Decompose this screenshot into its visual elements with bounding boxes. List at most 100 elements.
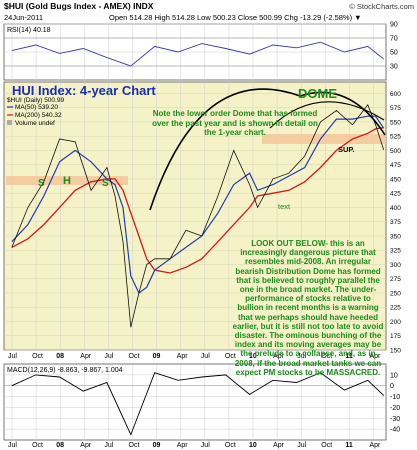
macd-line <box>11 372 385 436</box>
right-shoulder-label: S <box>102 178 109 189</box>
price-tick-label: 500 <box>390 148 401 155</box>
dome-label: DOME <box>298 86 337 101</box>
price-tick-label: 425 <box>390 191 401 198</box>
sup-label: SUP. <box>338 145 355 154</box>
ma200-line <box>11 126 384 274</box>
hui-price-line <box>11 103 385 328</box>
chart-quote: Open 514.28 High 514.28 Low 500.23 Close… <box>109 13 362 22</box>
text-label: text <box>278 202 291 211</box>
price-tick-label: 325 <box>390 248 401 255</box>
macd-x-tick-label: Jul <box>104 442 113 449</box>
neckline-band <box>6 176 128 185</box>
rsi-tick-labels: 30 50 70 90 <box>390 22 398 71</box>
macd-x-tick-label: 08 <box>56 442 64 449</box>
price-tick-label: 475 <box>390 162 401 169</box>
chart-symbol: $HUI (Gold Bugs Index - AMEX) INDX <box>4 1 154 11</box>
macd-x-tick-label: Apr <box>177 442 189 449</box>
price-tick-label: 400 <box>390 205 401 212</box>
macd-x-tick-label: 09 <box>153 442 161 449</box>
rsi-tick-label: 90 <box>390 22 398 29</box>
price-tick-label: 525 <box>390 134 401 141</box>
macd-x-tick-label: Jul <box>297 442 306 449</box>
chart-source: © StockCharts.com <box>349 2 414 11</box>
price-tick-label: 250 <box>390 290 401 297</box>
macd-gridlines <box>4 364 386 440</box>
rsi-line <box>11 41 384 67</box>
price-tick-label: 600 <box>390 91 401 98</box>
macd-tick-label: -20 <box>390 405 400 412</box>
price-x-tick-label: Apr <box>273 353 285 360</box>
price-x-tick-label: Apr <box>80 353 92 360</box>
chart-date: 24Jun-2011 <box>4 13 43 22</box>
note-annotation: Note the lower order Dome that has forme… <box>152 109 318 137</box>
minor-dome-arc <box>269 101 385 129</box>
price-tick-labels: 150 175 200 225 250 275 300 325 350 375 400 425 450 4… <box>390 91 401 355</box>
price-x-tick-label: Oct <box>225 353 236 360</box>
rsi-tick-label: 30 <box>390 64 398 71</box>
macd-x-tick-label: 10 <box>249 442 257 449</box>
price-tick-label: 225 <box>390 305 401 312</box>
price-tick-label: 175 <box>390 333 401 340</box>
price-x-tick-label: 11 <box>345 353 353 360</box>
price-x-tick-label: Jul <box>297 353 306 360</box>
price-legend-ma50: MA(50) 539.20 <box>15 104 58 111</box>
major-dome-arc <box>149 88 386 211</box>
macd-x-tick-label: Jul <box>201 442 210 449</box>
price-x-tick-label: Jul <box>8 353 17 360</box>
price-tick-label: 550 <box>390 119 401 126</box>
price-panel <box>3 81 387 351</box>
price-tick-label: 150 <box>390 348 401 355</box>
price-x-tick-label: 09 <box>153 353 161 360</box>
macd-tick-label: 10 <box>390 372 398 379</box>
ma50-line <box>11 115 385 294</box>
rsi-tick-label: 70 <box>390 36 398 43</box>
macd-x-tick-label: Oct <box>32 442 43 449</box>
left-shoulder-label: S <box>38 178 45 189</box>
macd-x-tick-label: Jul <box>8 442 17 449</box>
price-legend-volume: Volume undef <box>15 120 55 127</box>
macd-x-tick-label: Apr <box>80 442 92 449</box>
support-band <box>262 134 386 144</box>
price-tick-label: 450 <box>390 176 401 183</box>
rsi-tick-label: 50 <box>390 50 398 57</box>
head-label: H <box>63 175 71 187</box>
chart-title: HUI Index: 4-year Chart <box>12 83 156 98</box>
price-legend-ma200: MA(200) 540.32 <box>15 112 62 119</box>
price-x-tick-label: Apr <box>177 353 189 360</box>
macd-x-tick-label: Apr <box>273 442 285 449</box>
price-tick-label: 275 <box>390 276 401 283</box>
macd-tick-label: -30 <box>390 416 400 423</box>
macd-tick-label: 0 <box>390 383 394 390</box>
legend-volume-swatch <box>7 120 12 125</box>
price-x-tick-label: Apr <box>370 353 382 360</box>
price-x-tick-label: 08 <box>56 353 64 360</box>
price-tick-label: 300 <box>390 262 401 269</box>
macd-x-tick-label: Oct <box>321 442 332 449</box>
price-tick-label: 200 <box>390 319 401 326</box>
price-x-tick-label: 10 <box>249 353 257 360</box>
price-x-tick-label: Jul <box>104 353 113 360</box>
macd-x-tick-label: Oct <box>225 442 236 449</box>
rsi-legend: RSI(14) 40.18 <box>7 27 51 34</box>
price-tick-label: 575 <box>390 105 401 112</box>
look-out-annotation: LOOK OUT BELOW- this is an increasingly … <box>232 239 384 377</box>
macd-x-tick-label: 11 <box>345 442 353 449</box>
macd-x-tick-label: Oct <box>129 442 140 449</box>
price-x-tick-label: Jul <box>201 353 210 360</box>
macd-legend: MACD(12,26,9) -8.863, -9.867, 1.004 <box>7 367 123 374</box>
price-tick-label: 350 <box>390 233 401 240</box>
price-x-tick-label: Oct <box>32 353 43 360</box>
macd-tick-label: -40 <box>390 427 400 434</box>
macd-panel <box>3 363 387 441</box>
macd-x-tick-label: Apr <box>370 442 382 449</box>
macd-tick-labels: 10 0 -10 -20 -30 -40 <box>390 372 400 433</box>
price-legend-hui: $HUI (Daily) 500.99 <box>7 97 64 104</box>
price-gridlines <box>4 82 386 351</box>
price-x-tick-label: Oct <box>321 353 332 360</box>
x-axis-labels: Jul Jul Oct Oct 08 08 Apr Apr Jul Jul Oct Oct 09 09 Ap… <box>8 353 381 449</box>
price-x-tick-label: Oct <box>129 353 140 360</box>
price-tick-label: 375 <box>390 219 401 226</box>
price-series-group <box>11 103 385 328</box>
